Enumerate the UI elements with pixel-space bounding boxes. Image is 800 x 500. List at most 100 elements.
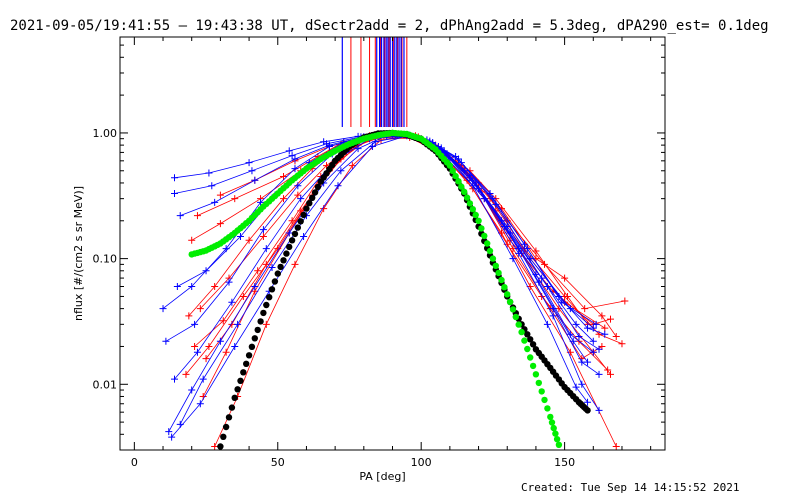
fit-point-green-96 (463, 194, 471, 201)
fit-point-black-21 (277, 263, 284, 271)
data-point-blue-18-3 (288, 152, 296, 160)
fit-point-green-119 (529, 362, 537, 370)
data-point-blue-19-13 (584, 358, 592, 366)
data-point-blue-13-2 (216, 337, 224, 345)
data-point-blue-15-0 (162, 337, 170, 345)
fit-point-green-107 (495, 269, 502, 277)
data-point-red-0-11 (561, 274, 569, 282)
data-point-blue-19-9 (466, 171, 474, 179)
data-point-blue-18-8 (454, 155, 462, 163)
data-point-red-5-11 (541, 260, 549, 268)
data-point-blue-16-2 (236, 232, 244, 240)
data-point-blue-11-12 (572, 320, 580, 328)
data-point-red-7-1 (219, 317, 227, 325)
data-point-blue-14-11 (566, 305, 574, 313)
data-point-red-5-0 (196, 305, 204, 313)
fit-point-black-9 (243, 360, 250, 367)
data-point-blue-17-13 (584, 398, 592, 406)
fit-point-green-127 (550, 424, 557, 432)
data-point-blue-17-0 (168, 433, 176, 441)
fit-point-black-25 (288, 237, 296, 244)
fit-point-green-120 (532, 371, 540, 378)
fit-point-black-15 (260, 309, 267, 317)
fit-point-black-26 (291, 230, 299, 238)
fit-point-black-27 (294, 224, 301, 231)
fit-point-black-13 (254, 326, 261, 334)
data-point-blue-15-2 (225, 278, 233, 286)
x-axis-label: PA [deg] (359, 470, 405, 483)
y-tick-label: 1.00 (93, 127, 118, 140)
data-point-blue-15-3 (259, 226, 267, 234)
fit-point-black-29 (300, 211, 307, 219)
data-point-blue-13-13 (578, 380, 586, 388)
fit-point-black-32 (309, 194, 316, 201)
series-line-blue-10 (174, 133, 605, 335)
fit-point-green-125 (547, 413, 554, 421)
data-point-red-8-13 (607, 315, 614, 323)
series-line-blue-12 (174, 135, 600, 380)
series-line-blue-17 (171, 135, 588, 438)
created-timestamp: Created: Tue Sep 14 14:15:52 2021 (521, 481, 740, 494)
fit-point-black-4 (228, 404, 236, 411)
data-point-blue-19-3 (268, 263, 276, 271)
data-point-blue-16-12 (575, 333, 583, 341)
data-point-blue-11-3 (257, 198, 265, 206)
data-point-red-6-11 (601, 324, 609, 332)
fit-point-black-108 (527, 336, 534, 343)
data-point-blue-12-1 (193, 348, 201, 356)
fit-point-green-99 (472, 211, 479, 219)
fit-point-green-98 (469, 206, 476, 213)
fit-point-black-7 (237, 377, 244, 384)
data-point-red-8-0 (202, 355, 210, 363)
data-point-blue-13-3 (251, 282, 259, 290)
x-tick-label: 0 (131, 456, 138, 469)
fit-point-green-110 (504, 291, 511, 298)
data-point-blue-13-0 (165, 428, 173, 436)
data-point-blue-18-2 (248, 167, 256, 175)
data-point-blue-18-12 (592, 320, 600, 328)
data-point-blue-16-1 (202, 267, 210, 275)
data-point-blue-17-2 (231, 342, 239, 350)
data-point-red-5-12 (581, 305, 589, 313)
series-line-blue-19 (179, 134, 588, 425)
series-line-blue-14 (180, 133, 594, 329)
data-point-red-3-1 (216, 220, 224, 228)
data-point-blue-19-0 (176, 420, 184, 428)
data-point-blue-10-0 (171, 174, 178, 182)
fit-point-black-109 (529, 341, 537, 348)
data-point-blue-19-2 (234, 320, 242, 328)
fit-point-black-22 (280, 257, 287, 264)
data-point-blue-19-5 (337, 167, 345, 175)
data-point-blue-14-1 (211, 198, 219, 206)
data-point-blue-17-11 (543, 320, 551, 328)
data-point-blue-13-14 (595, 406, 603, 414)
data-point-red-7-0 (191, 342, 199, 350)
data-point-red-9-1 (205, 342, 213, 350)
data-point-red-1-1 (211, 282, 219, 290)
fit-point-green-100 (475, 217, 482, 224)
data-point-blue-14-12 (589, 324, 597, 332)
fit-point-green-91 (449, 167, 456, 174)
data-point-blue-15-1 (191, 320, 199, 328)
data-point-red-0-13 (612, 333, 620, 341)
fit-point-black-23 (283, 250, 290, 257)
data-point-red-4-12 (566, 348, 574, 356)
fit-point-black-17 (266, 294, 273, 301)
fit-point-black-31 (306, 200, 313, 207)
fit-point-black-2 (222, 423, 230, 431)
fit-point-green-112 (509, 306, 517, 313)
data-point-red-0-2 (280, 173, 287, 181)
data-point-red-5-3 (294, 191, 302, 199)
data-point-blue-18-1 (208, 182, 216, 190)
data-point-blue-10-13 (601, 330, 609, 338)
fit-point-green-124 (544, 405, 551, 412)
data-point-blue-17-5 (334, 182, 342, 190)
fit-point-green-121 (535, 379, 542, 387)
fit-point-black-14 (257, 318, 264, 325)
data-point-blue-16-0 (173, 282, 181, 290)
data-point-blue-10-1 (205, 169, 213, 177)
data-point-blue-12-3 (262, 245, 270, 253)
fit-point-green-111 (506, 298, 514, 306)
data-series-layer (159, 130, 629, 450)
